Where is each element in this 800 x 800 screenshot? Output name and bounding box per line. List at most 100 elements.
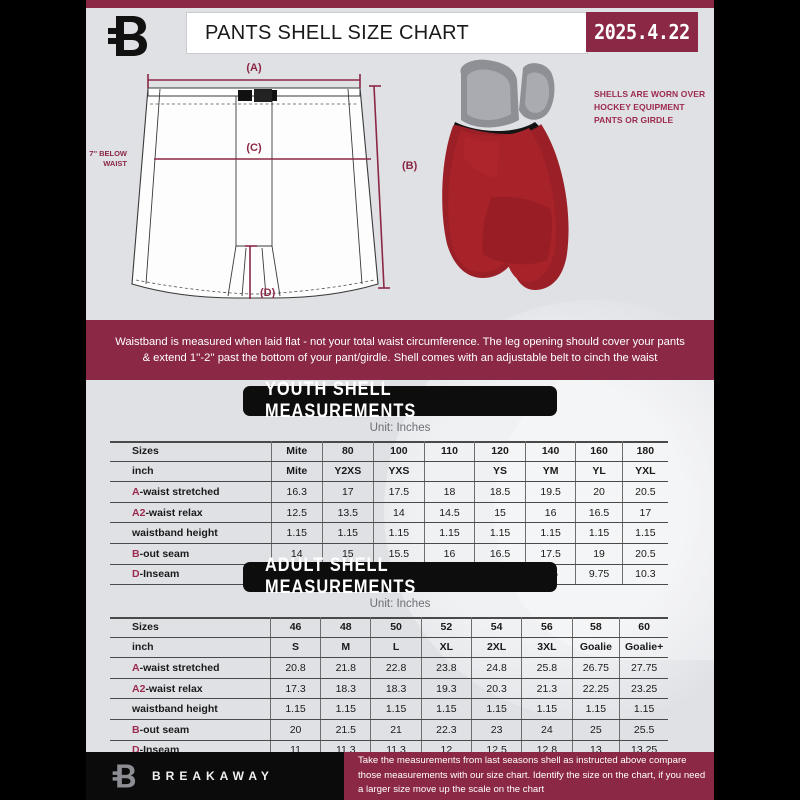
youth-unit-label: Unit: Inches — [369, 422, 431, 434]
youth-section-badge: YOUTH SHELL MEASUREMENTS — [243, 379, 557, 422]
table-row: B-out seam 20 21.5 21 22.3 23 24 25 25.5 — [110, 719, 668, 741]
table-cell: 9.75 — [575, 564, 623, 586]
table-cell: 20 — [270, 719, 322, 741]
table-cell: 24 — [521, 719, 573, 741]
table-cell: 3XL — [521, 637, 573, 659]
measurement-instructions-banner: Waistband is measured when laid flat - n… — [86, 320, 714, 380]
table-cell: 1.15 — [471, 698, 523, 720]
row-label: waistband height — [110, 522, 272, 544]
table-row: Sizes 46 48 50 52 54 56 58 60 — [110, 617, 668, 638]
table-cell: 20.5 — [622, 543, 668, 565]
top-accent-strip — [86, 0, 714, 8]
row-label: Sizes — [110, 441, 272, 462]
table-cell: 25.8 — [521, 657, 573, 679]
dimension-label-a: (A) — [246, 62, 262, 74]
table-cell: 1.15 — [572, 698, 621, 720]
table-cell: 22.25 — [572, 678, 621, 700]
table-cell: 21.3 — [521, 678, 573, 700]
table-cell: 160 — [575, 441, 623, 462]
size-chart-page: PANTS SHELL SIZE CHART 2025.4.22 — [86, 0, 714, 800]
table-cell: S — [270, 637, 322, 659]
table-cell: 15.5 — [373, 543, 425, 565]
table-cell: 1.15 — [320, 698, 372, 720]
table-cell: 16 — [525, 502, 577, 524]
table-cell: 120 — [474, 441, 526, 462]
row-label: inch — [110, 461, 272, 483]
table-cell: 1.15 — [373, 522, 425, 544]
date-text: 2025.4.22 — [594, 20, 690, 44]
table-cell: Y2XS — [322, 461, 375, 483]
table-cell: 20.8 — [270, 657, 322, 679]
table-cell: 23.8 — [421, 657, 472, 679]
table-cell: 17 — [322, 481, 375, 503]
table-row: waistband height 1.15 1.15 1.15 1.15 1.15 1.15… — [110, 522, 668, 544]
table-cell: 52 — [421, 617, 472, 638]
table-row: A-waist stretched 20.8 21.8 22.8 23.8 24.8 25.… — [110, 657, 668, 679]
table-cell: 17.5 — [373, 481, 425, 503]
table-cell — [424, 461, 476, 483]
table-cell: 21 — [370, 719, 422, 741]
date-badge: 2025.4.22 — [586, 12, 698, 52]
dimension-label-d: (D) — [260, 287, 276, 299]
table-cell: YXS — [373, 461, 425, 483]
adult-measurements-table: Sizes 46 48 50 52 54 56 58 60 inch S M L XL 2XL 3XL Goal… — [110, 617, 668, 762]
table-cell: 18.3 — [370, 678, 422, 700]
table-cell: 1.15 — [474, 522, 526, 544]
table-cell: 1.15 — [370, 698, 422, 720]
table-cell: 46 — [270, 617, 322, 638]
footer-note-block: Take the measurements from last seasons … — [344, 752, 714, 800]
row-label: waistband height — [110, 698, 271, 720]
table-cell: 1.15 — [521, 698, 573, 720]
row-marker: D — [132, 744, 140, 757]
table-cell: 110 — [424, 441, 476, 462]
adult-unit-label: Unit: Inches — [369, 598, 431, 610]
waist-note-line2: WAIST — [103, 159, 127, 168]
table-cell: 18.5 — [474, 481, 526, 503]
table-cell: 14.5 — [424, 502, 476, 524]
table-cell: 180 — [622, 441, 668, 462]
page-title-box: PANTS SHELL SIZE CHART — [186, 12, 588, 54]
table-cell: 24.8 — [471, 657, 523, 679]
table-cell: 48 — [320, 617, 372, 638]
footer-note-text: Take the measurements from last seasons … — [358, 754, 706, 796]
row-marker: A — [132, 661, 140, 674]
youth-section-title: YOUTH SHELL MEASUREMENTS — [264, 379, 417, 422]
table-cell: Goalie — [572, 637, 621, 659]
row-label: A-waist stretched — [110, 657, 271, 679]
table-cell: 50 — [370, 617, 422, 638]
table-cell: 23 — [471, 719, 523, 741]
table-cell: 21.5 — [320, 719, 372, 741]
table-cell: 60 — [619, 617, 668, 638]
table-cell: 80 — [322, 441, 375, 462]
table-cell: 1.15 — [322, 522, 375, 544]
row-label: A-waist stretched — [110, 481, 272, 503]
table-cell: 19.5 — [525, 481, 577, 503]
table-cell: 140 — [525, 441, 577, 462]
table-cell: 19.3 — [421, 678, 472, 700]
table-cell: 27.75 — [619, 657, 668, 679]
table-cell: 26.75 — [572, 657, 621, 679]
table-cell: M — [320, 637, 372, 659]
row-label: Sizes — [110, 617, 271, 638]
table-cell: Mite — [271, 461, 323, 483]
table-cell: YL — [575, 461, 623, 483]
table-cell: 23.25 — [619, 678, 668, 700]
adult-section-title: ADULT SHELL MEASUREMENTS — [264, 555, 417, 598]
row-marker: B — [132, 723, 140, 736]
table-cell: 12.5 — [271, 502, 323, 524]
measurement-diagram: (A) (B) (C) (D) 7'' BELOW WAIST — [86, 56, 714, 312]
footer-brand-name: BREAKAWAY — [152, 769, 274, 783]
row-marker: B — [132, 547, 140, 560]
table-cell: 14 — [373, 502, 425, 524]
dimension-label-b: (B) — [402, 160, 418, 172]
row-marker: A — [132, 485, 140, 498]
table-cell: 58 — [572, 617, 621, 638]
table-cell: YS — [474, 461, 526, 483]
table-cell: 1.15 — [424, 522, 476, 544]
table-cell: 25 — [572, 719, 621, 741]
table-row: A-waist stretched 16.3 17 17.5 18 18.5 19.5 20 2… — [110, 481, 668, 503]
table-cell: 100 — [373, 441, 425, 462]
table-row: waistband height 1.15 1.15 1.15 1.15 1.15 1.15… — [110, 698, 668, 720]
row-marker: D — [132, 568, 140, 581]
table-cell: 25.5 — [619, 719, 668, 741]
